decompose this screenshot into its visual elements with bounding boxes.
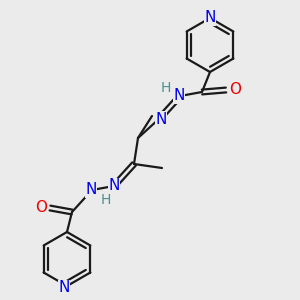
Text: N: N xyxy=(204,11,216,26)
Text: N: N xyxy=(85,182,97,197)
Text: H: H xyxy=(161,81,171,95)
Text: N: N xyxy=(58,280,70,296)
Text: O: O xyxy=(229,82,241,98)
Text: O: O xyxy=(35,200,47,215)
Text: N: N xyxy=(108,178,120,194)
Text: H: H xyxy=(101,193,111,207)
Text: N: N xyxy=(155,112,167,127)
Text: N: N xyxy=(173,88,185,104)
